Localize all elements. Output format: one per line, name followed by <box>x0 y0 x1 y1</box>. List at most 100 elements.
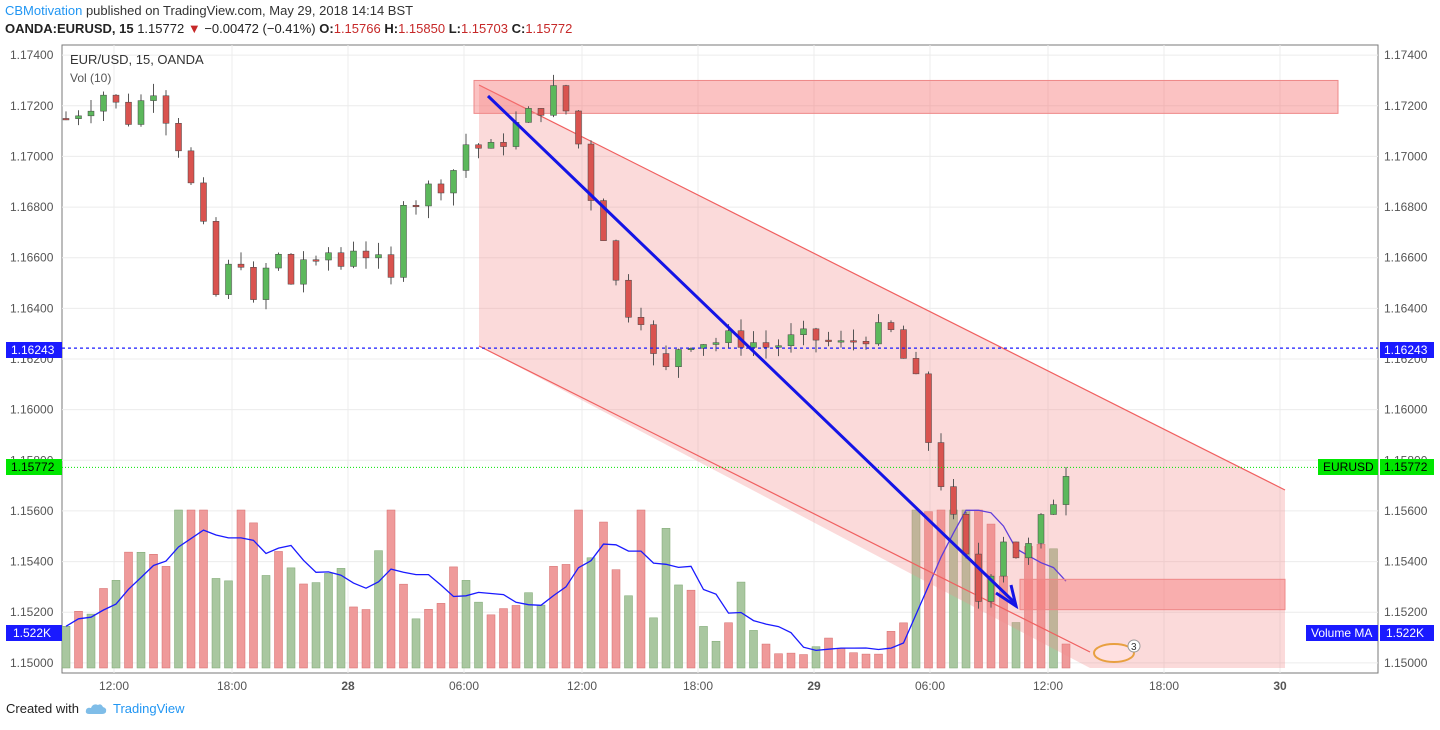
y-tick-right: 1.15200 <box>1384 605 1428 619</box>
volume-bar <box>524 592 533 669</box>
created-with: Created with <box>6 701 79 716</box>
y-tick-left: 1.16000 <box>10 403 54 417</box>
low-value: 1.15703 <box>460 21 508 36</box>
price-tag-left-bg <box>6 459 62 475</box>
volume-bar <box>861 653 871 669</box>
volume-bar <box>699 626 708 669</box>
candle <box>762 342 770 348</box>
volume-bar <box>361 609 371 669</box>
volume-bar <box>124 551 133 669</box>
volume-bar <box>1011 622 1021 669</box>
volume-bar <box>411 618 421 669</box>
chart-svg[interactable]: 1.17400 1.17200 1.17000 1.16800 1.16600 1.164… <box>0 40 1440 730</box>
volume-bar <box>161 566 171 669</box>
candle <box>750 342 757 348</box>
candle <box>562 85 570 112</box>
candle <box>700 344 707 349</box>
volume-bar <box>574 509 583 669</box>
y-tick-right: 1.15400 <box>1384 555 1428 569</box>
candle <box>200 182 207 222</box>
volume-bar <box>624 595 633 669</box>
high-label: H: <box>384 21 399 36</box>
y-tick-right: 1.15000 <box>1384 656 1428 670</box>
open-label: O: <box>319 21 334 36</box>
candle <box>775 345 782 348</box>
candle <box>162 95 170 124</box>
candle <box>550 85 557 116</box>
candle <box>225 263 232 295</box>
price-tag-right-bg <box>1380 459 1434 475</box>
volume-bar <box>824 637 833 669</box>
close-value: 1.15772 <box>525 21 573 36</box>
candle <box>912 358 920 375</box>
volume-bar <box>236 509 246 669</box>
y-tick-left: 1.17400 <box>10 48 54 62</box>
volume-bar <box>274 551 283 669</box>
volume-ma-line <box>65 509 1067 652</box>
volume-bar <box>261 575 271 669</box>
candle <box>537 108 545 116</box>
level-tag-right: 1.16243 <box>1384 343 1428 357</box>
volume-bar <box>199 509 208 669</box>
candle <box>650 324 657 354</box>
volume-bar <box>536 604 546 669</box>
y-tick-left: 1.15400 <box>10 555 54 569</box>
candle <box>800 328 807 335</box>
candle <box>725 330 732 343</box>
volume-bar <box>449 566 458 669</box>
volume-bar <box>399 583 408 669</box>
volume-bar <box>224 580 233 669</box>
volume-bar <box>899 622 908 669</box>
x-tick: 18:00 <box>217 679 247 693</box>
level-tag-right-bg <box>1380 342 1434 358</box>
time-axis: 12:00 18:00 28 06:00 12:00 18:00 29 06:00 12:00 1… <box>99 679 1287 693</box>
volume-bar <box>186 509 196 669</box>
volume-bar <box>99 588 108 669</box>
volume-bar <box>686 589 696 669</box>
volume-bar <box>849 652 858 669</box>
candle <box>887 322 895 330</box>
price-zone <box>473 79 1339 114</box>
volume-bar <box>886 631 896 669</box>
candle <box>1037 514 1045 544</box>
publish-text: published on TradingView.com, May 29, 20… <box>85 3 414 18</box>
y-tick-right: 1.16000 <box>1384 403 1428 417</box>
author-link[interactable]: CBMotivation <box>5 3 83 18</box>
overlay <box>62 94 1378 610</box>
candle <box>75 115 82 119</box>
volume-bar <box>936 509 946 669</box>
candle <box>975 553 982 602</box>
volume-bar <box>761 643 771 669</box>
volume-bar <box>136 551 146 669</box>
volume-bar <box>111 580 121 669</box>
candle <box>500 142 507 147</box>
candle <box>337 252 345 267</box>
volume-bar <box>461 580 471 669</box>
down-triangle-icon: ▼ <box>187 21 201 36</box>
x-tick: 18:00 <box>1149 679 1179 693</box>
close-label: C: <box>511 21 526 36</box>
volume-bar <box>924 511 933 669</box>
y-tick-left: 1.16400 <box>10 301 54 315</box>
candle <box>787 334 795 346</box>
symbol-tag-right-bg <box>1318 459 1378 475</box>
candle <box>1000 541 1007 577</box>
x-tick: 28 <box>341 679 355 693</box>
left-price-axis: 1.17400 1.17200 1.17000 1.16800 1.16600 1.164… <box>10 48 54 670</box>
candle <box>312 259 320 262</box>
volume-bar <box>611 569 621 669</box>
candle <box>712 342 720 345</box>
volume-bar <box>174 509 183 669</box>
volume-bar <box>836 648 846 669</box>
trend-arrow <box>486 94 1016 604</box>
tradingview-link[interactable]: TradingView <box>112 701 185 716</box>
low-label: L: <box>448 21 461 36</box>
volume-bar <box>724 622 733 669</box>
candle <box>275 253 282 269</box>
candle <box>300 259 307 285</box>
candle <box>262 267 270 300</box>
x-tick: 29 <box>807 679 821 693</box>
alert-badge-icon[interactable]: 3 <box>1093 639 1141 663</box>
candle <box>375 254 382 259</box>
volume-bar <box>299 583 308 669</box>
